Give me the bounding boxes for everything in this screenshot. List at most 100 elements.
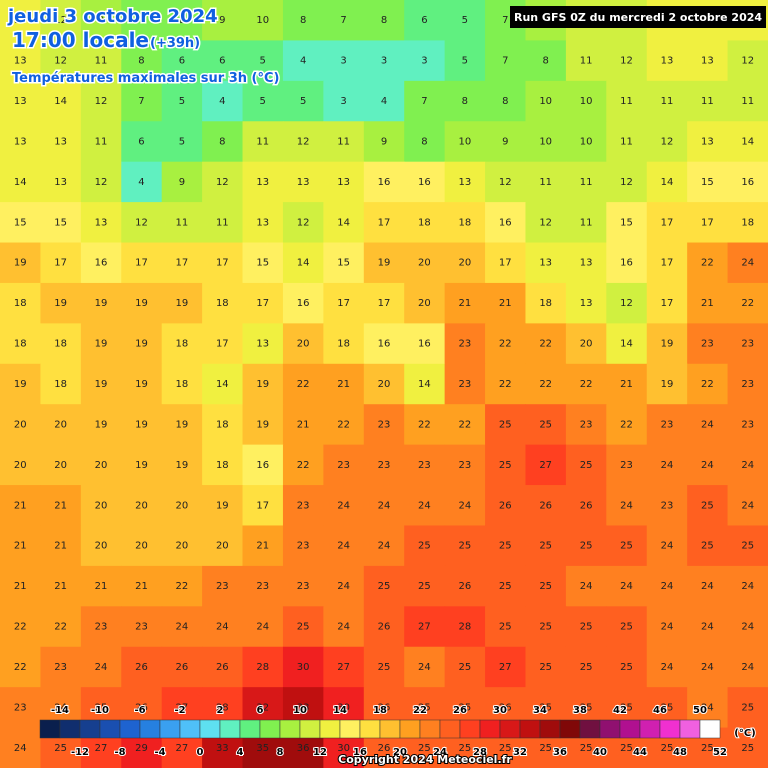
legend-swatch	[499, 719, 521, 739]
temp-cell	[687, 40, 729, 82]
temp-value: 7	[502, 56, 508, 67]
temp-cell	[485, 525, 526, 567]
temp-value: 25	[620, 622, 633, 633]
temp-cell	[121, 646, 163, 688]
temp-value: 24	[661, 541, 674, 552]
temp-value: 24	[418, 662, 431, 673]
temp-value: 26	[539, 500, 552, 511]
temp-cell	[404, 121, 446, 163]
temp-value: 26	[499, 500, 512, 511]
temp-cell	[202, 161, 244, 203]
temp-cell	[525, 40, 567, 82]
temp-value: 21	[499, 298, 512, 309]
temp-cell	[0, 282, 41, 324]
temp-value: 14	[620, 339, 633, 350]
temp-value: 12	[54, 15, 67, 26]
legend-swatch	[399, 719, 421, 739]
temp-cell	[363, 0, 405, 41]
temp-value: 17	[256, 500, 269, 511]
temp-value: 25	[418, 541, 431, 552]
temp-cell	[282, 485, 324, 526]
temp-cell	[40, 525, 82, 567]
temp-cell	[80, 161, 122, 203]
legend-label: 34	[533, 705, 547, 716]
legend-swatch	[219, 719, 241, 739]
temp-value: 26	[378, 743, 391, 754]
temp-cell	[363, 40, 405, 82]
temp-value: 15	[701, 177, 714, 188]
temp-cell	[363, 161, 405, 203]
temp-value: 17	[661, 217, 674, 228]
temp-value: 12	[620, 56, 633, 67]
temp-value: 7	[502, 15, 508, 26]
temp-cell	[606, 444, 648, 486]
legend-label: 48	[673, 747, 687, 758]
temp-value: 16	[378, 177, 391, 188]
temp-cell	[161, 202, 203, 244]
temp-cell	[404, 525, 446, 567]
temp-cell	[606, 80, 648, 122]
temp-cell	[606, 404, 648, 446]
temp-cell	[565, 525, 607, 567]
temp-value: 10	[580, 136, 593, 147]
temp-value: 24	[620, 500, 633, 511]
temp-value: 18	[54, 379, 67, 390]
temp-value: 11	[580, 177, 593, 188]
temp-cell	[121, 404, 163, 446]
temp-cell	[444, 323, 486, 365]
temp-cell	[323, 565, 365, 607]
temp-value: 25	[741, 743, 754, 754]
temp-value: 11	[176, 217, 189, 228]
temp-value: 24	[337, 622, 350, 633]
temp-value: 20	[216, 541, 229, 552]
temp-value: 24	[95, 662, 108, 673]
temp-cell	[202, 565, 244, 607]
temp-cell	[687, 363, 729, 405]
temp-value: 3	[340, 56, 346, 67]
temp-value: 20	[418, 298, 431, 309]
temp-value: 25	[499, 581, 512, 592]
temp-cell	[0, 606, 41, 648]
temp-cell	[646, 161, 688, 203]
temp-value: 9	[502, 136, 508, 147]
temp-cell	[565, 606, 607, 648]
temp-cell	[687, 444, 729, 486]
temp-value: 19	[135, 460, 148, 471]
temp-cell	[404, 363, 446, 405]
temp-cell	[0, 323, 41, 365]
temp-cell	[525, 282, 567, 324]
temp-cell	[404, 606, 446, 648]
temp-value: 21	[54, 541, 67, 552]
temp-cell	[727, 727, 768, 768]
temp-cell	[727, 565, 768, 607]
temp-value: 23	[661, 500, 674, 511]
temp-cell	[485, 282, 526, 324]
temp-value: 13	[14, 136, 27, 147]
temp-cell	[404, 485, 446, 526]
temp-cell	[80, 565, 122, 607]
temp-cell	[525, 485, 567, 526]
temp-cell	[646, 363, 688, 405]
temp-value: 17	[337, 298, 350, 309]
temp-value: 24	[337, 500, 350, 511]
temp-cell	[323, 646, 365, 688]
temp-cell	[444, 121, 486, 163]
temp-cell	[485, 161, 526, 203]
temp-cell	[0, 0, 41, 41]
temp-value: 24	[580, 581, 593, 592]
temp-value: 16	[95, 258, 108, 269]
temp-value: 11	[701, 96, 714, 107]
temp-cell	[606, 242, 648, 284]
legend-label: -4	[154, 747, 165, 758]
temp-cell	[282, 444, 324, 486]
legend-swatch	[259, 719, 281, 739]
temp-cell	[282, 606, 324, 648]
temp-value: 13	[256, 177, 269, 188]
temp-cell	[727, 80, 768, 122]
temp-cell	[282, 565, 324, 607]
temp-value: 22	[14, 662, 27, 673]
legend-swatch	[119, 719, 141, 739]
temp-value: 19	[95, 298, 108, 309]
temp-value: 13	[54, 136, 67, 147]
temp-value: 17	[378, 217, 391, 228]
